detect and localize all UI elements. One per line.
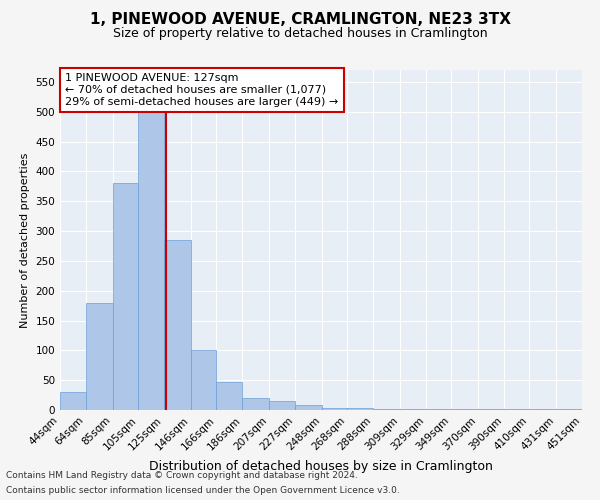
Bar: [269, 401, 295, 410]
Bar: [347, 408, 373, 410]
Bar: [295, 405, 322, 410]
Text: 1 PINEWOOD AVENUE: 127sqm
← 70% of detached houses are smaller (1,077)
29% of se: 1 PINEWOOD AVENUE: 127sqm ← 70% of detac…: [65, 74, 338, 106]
X-axis label: Distribution of detached houses by size in Cramlington: Distribution of detached houses by size …: [149, 460, 493, 473]
Text: Contains public sector information licensed under the Open Government Licence v3: Contains public sector information licen…: [6, 486, 400, 495]
Bar: [86, 302, 113, 410]
Bar: [322, 408, 347, 410]
Bar: [113, 184, 138, 410]
Bar: [400, 409, 425, 410]
Bar: [373, 409, 400, 410]
Bar: [242, 398, 269, 410]
Bar: [164, 240, 191, 410]
Text: 1, PINEWOOD AVENUE, CRAMLINGTON, NE23 3TX: 1, PINEWOOD AVENUE, CRAMLINGTON, NE23 3T…: [89, 12, 511, 28]
Bar: [217, 382, 242, 410]
Bar: [191, 350, 217, 410]
Text: Contains HM Land Registry data © Crown copyright and database right 2024.: Contains HM Land Registry data © Crown c…: [6, 471, 358, 480]
Bar: [60, 392, 86, 410]
Y-axis label: Number of detached properties: Number of detached properties: [20, 152, 30, 328]
Bar: [138, 103, 164, 410]
Text: Size of property relative to detached houses in Cramlington: Size of property relative to detached ho…: [113, 28, 487, 40]
